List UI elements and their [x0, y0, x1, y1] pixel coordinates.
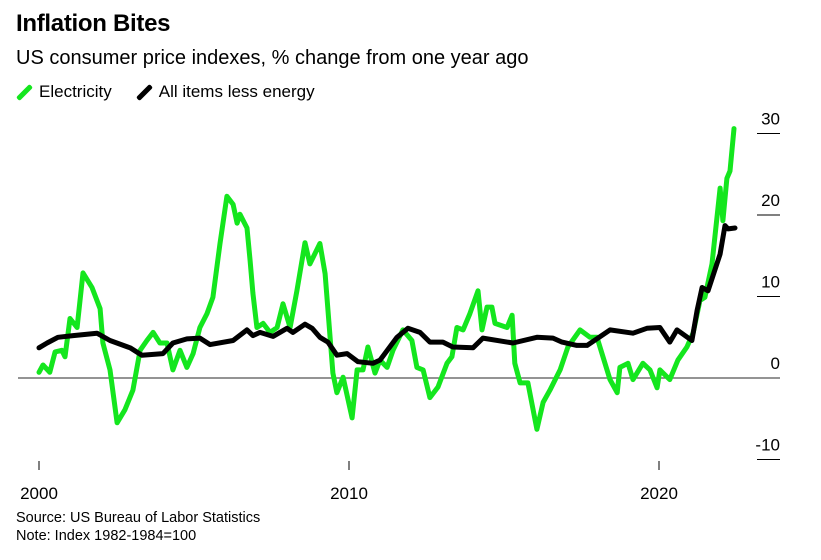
series-line-electricity — [36, 126, 737, 432]
legend-swatch-all-items-less-energy — [136, 84, 152, 100]
x-tick-label: 2010 — [330, 484, 368, 503]
y-tick-label: -10 — [755, 436, 780, 455]
y-tick-label: 0 — [771, 354, 780, 373]
x-tick-label: 2020 — [640, 484, 678, 503]
series-lines — [36, 126, 738, 432]
y-tick-label: 20 — [761, 191, 780, 210]
y-tick-label: 30 — [761, 110, 780, 129]
legend-label: Electricity — [39, 82, 112, 101]
legend: Electricity All items less energy — [16, 82, 315, 102]
legend-item-all-items-less-energy: All items less energy — [136, 82, 315, 102]
legend-item-electricity: Electricity — [16, 82, 112, 102]
legend-swatch-electricity — [16, 84, 32, 100]
x-tick-label: 2000 — [20, 484, 58, 503]
chart-subtitle: US consumer price indexes, % change from… — [16, 47, 529, 69]
y-tick-label: 10 — [761, 273, 780, 292]
source-text: Source: US Bureau of Labor Statistics — [16, 510, 261, 526]
chart-title: Inflation Bites — [16, 10, 171, 37]
legend-label: All items less energy — [158, 82, 315, 101]
y-axis: 30 20 10 0 -10 — [18, 110, 780, 460]
series-line-all-items-less-energy — [36, 223, 738, 366]
x-axis: 2000 2010 2020 — [20, 461, 678, 503]
note-text: Note: Index 1982-1984=100 — [16, 528, 197, 544]
